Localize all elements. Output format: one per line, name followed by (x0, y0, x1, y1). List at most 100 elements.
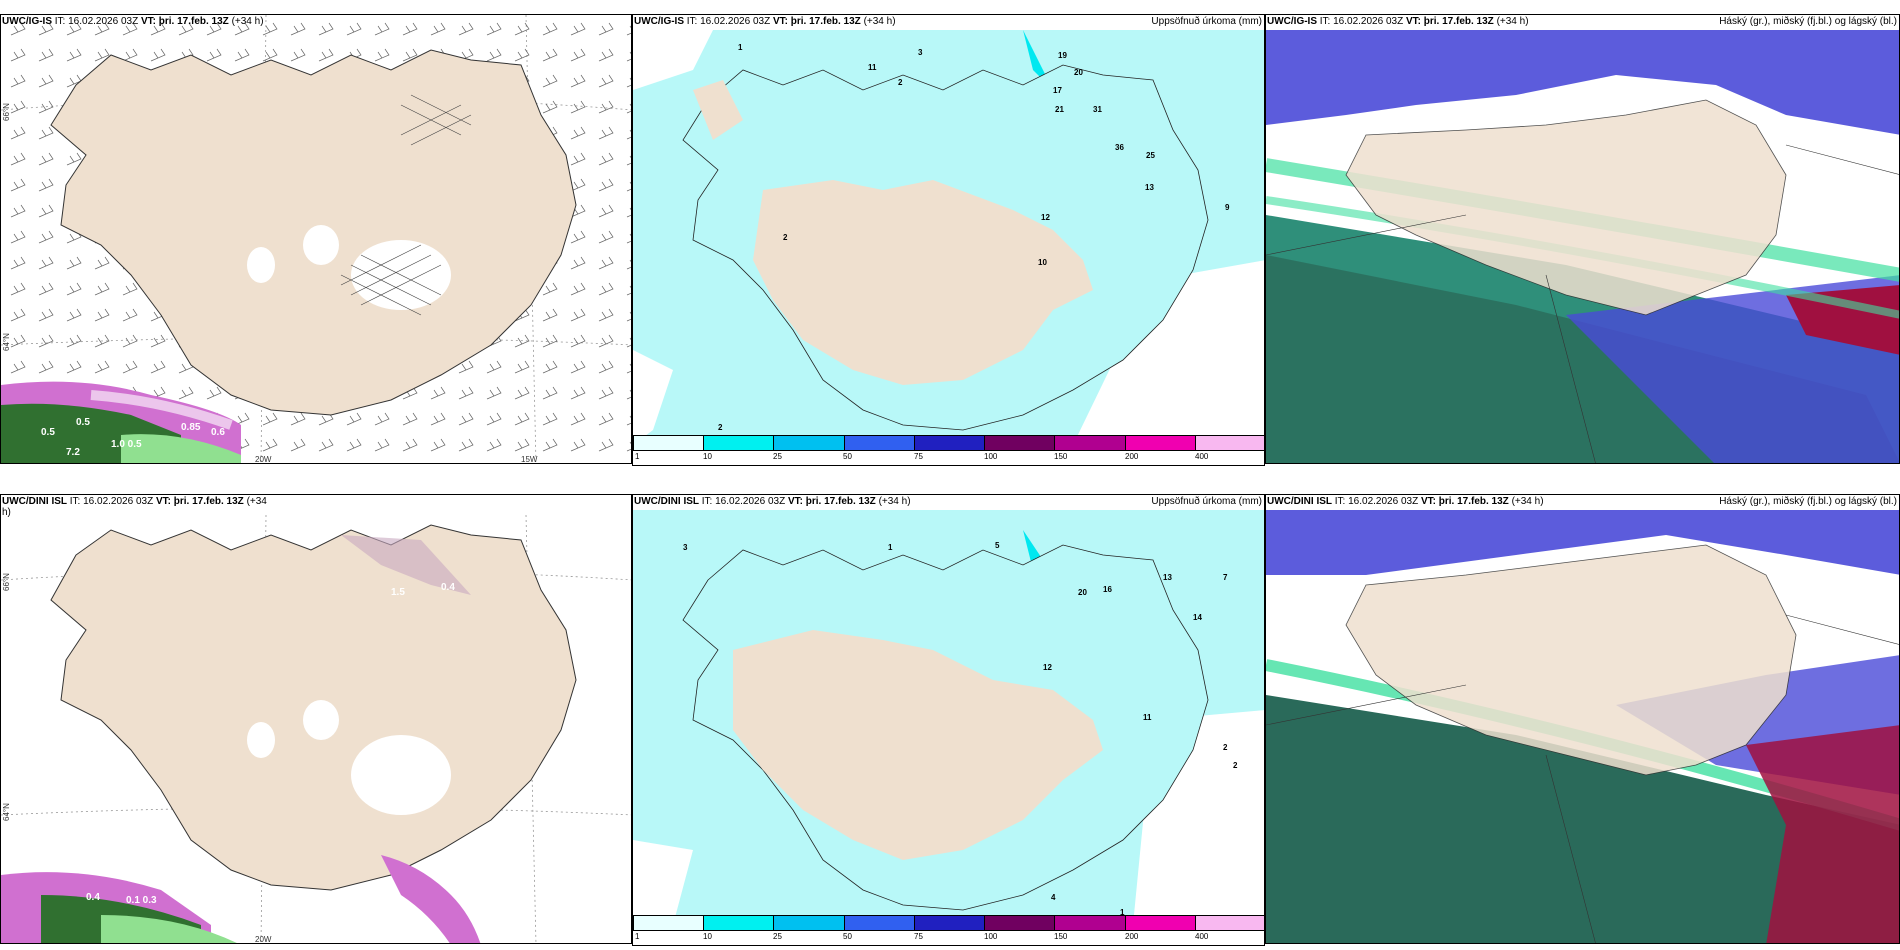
wind-barb (38, 230, 54, 244)
wind-barb (318, 48, 334, 62)
precip-value: 19 (1058, 51, 1067, 60)
wind-barb (598, 74, 614, 88)
precip-value: 11 (1143, 713, 1152, 722)
wind-barb (346, 22, 362, 36)
colorbar-cell (774, 436, 845, 450)
wind-barb (626, 259, 631, 270)
wind-barb (430, 22, 446, 36)
wind-barb (234, 48, 250, 62)
wind-barb (570, 48, 586, 62)
wind-barb (262, 438, 278, 452)
wind-barb (570, 178, 586, 192)
precip-value: 2 (783, 233, 788, 242)
wind-barb (10, 74, 26, 88)
wind-barb (94, 334, 110, 348)
precip-value: 25 (1146, 151, 1155, 160)
precip-value: 20 (1078, 588, 1087, 597)
colorbar-cell (985, 436, 1056, 450)
wind-barb (430, 412, 446, 426)
precip-value: 36 (1115, 143, 1124, 152)
wind-barb (598, 412, 614, 426)
wind-barb (38, 48, 54, 62)
wind-barb (598, 230, 614, 244)
icing-label: 0.5 (76, 417, 90, 428)
wind-barb (598, 22, 614, 36)
wind-barb (598, 152, 614, 166)
wind-barb (598, 308, 614, 322)
wind-barb (542, 308, 558, 322)
wind-barb (598, 48, 614, 62)
wind-barb (626, 233, 631, 244)
wind-barb (150, 334, 166, 348)
wind-barb (122, 334, 138, 348)
wind-barb (94, 256, 110, 270)
wind-barb (458, 438, 474, 452)
wind-barb (38, 282, 54, 296)
colorbar-tick: 200 (1125, 932, 1139, 941)
precip-value: 5 (995, 541, 1000, 550)
colorbar-tick: 25 (773, 932, 782, 941)
wind-barb (514, 48, 530, 62)
colorbar-tick: 75 (914, 932, 923, 941)
precip-value: 3 (683, 543, 688, 552)
wind-barb (66, 22, 82, 36)
wind-barb (430, 386, 446, 400)
wind-barb (10, 308, 26, 322)
wind-barb (66, 48, 82, 62)
wind-barb (38, 152, 54, 166)
wind-barb (290, 438, 306, 452)
lat-label: 66°N (2, 103, 11, 121)
wind-barb (262, 22, 278, 36)
iceland-land (1345, 544, 1797, 776)
wind-barb (542, 282, 558, 296)
wind-barb (626, 285, 631, 296)
colorbar-tick: 1 (635, 932, 640, 941)
wind-barb (598, 334, 614, 348)
wind-barb (94, 48, 110, 62)
wind-barb (626, 155, 631, 166)
wind-barb (10, 100, 26, 114)
precip-value: 4 (1051, 893, 1056, 902)
iceland-land (733, 630, 1103, 860)
wind-icing-map: 0.4 0.1 0.3 0.3 1.5 0.4 66°N 64°N 20W (1, 514, 631, 943)
wind-barb (458, 360, 474, 374)
wind-barb (570, 386, 586, 400)
wind-barb (570, 256, 586, 270)
wind-barb (626, 441, 631, 452)
iceland-land (753, 180, 1093, 385)
wind-barb (38, 22, 54, 36)
wind-barb (10, 178, 26, 192)
wind-barb (626, 415, 631, 426)
panel-title: UWC/DINI ISL IT: 16.02.2026 03Z VT: þri.… (1267, 496, 1544, 507)
wind-barb (10, 282, 26, 296)
icing-area (1, 535, 481, 943)
wind-barb (122, 48, 138, 62)
colorbar-tick: 1 (635, 452, 640, 461)
wind-barb (150, 22, 166, 36)
icing-label: 0.1 0.3 (126, 895, 157, 906)
precip-value: 17 (1053, 86, 1062, 95)
wind-barb (626, 51, 631, 62)
wind-barb (290, 48, 306, 62)
precip-value: 16 (1103, 585, 1112, 594)
precip-map: 1 11 2 3 19 20 17 21 31 36 25 13 9 12 10… (633, 30, 1264, 445)
wind-barb (626, 129, 631, 140)
wind-barb (514, 360, 530, 374)
wind-barb (570, 438, 586, 452)
panel-wind-icing-igis: UWC/IG-IS IT: 16.02.2026 03Z VT: þri. 17… (0, 14, 632, 464)
panel-subtitle: Háský (gr.), miðský (fj.bl.) og lágský (… (1719, 16, 1897, 27)
colorbar-cell (985, 916, 1056, 930)
lon-label: 15W (521, 455, 538, 464)
precip-value: 2 (1223, 743, 1228, 752)
wind-barb (290, 412, 306, 426)
wind-barb (514, 334, 530, 348)
wind-barb (122, 282, 138, 296)
wind-barb (486, 438, 502, 452)
wind-barb (598, 100, 614, 114)
wind-barb (626, 25, 631, 36)
colorbar-cell (634, 916, 705, 930)
wind-barb (598, 204, 614, 218)
precip-colorbar (633, 435, 1264, 451)
wind-barb (94, 360, 110, 374)
precip-value: 2 (718, 423, 723, 432)
